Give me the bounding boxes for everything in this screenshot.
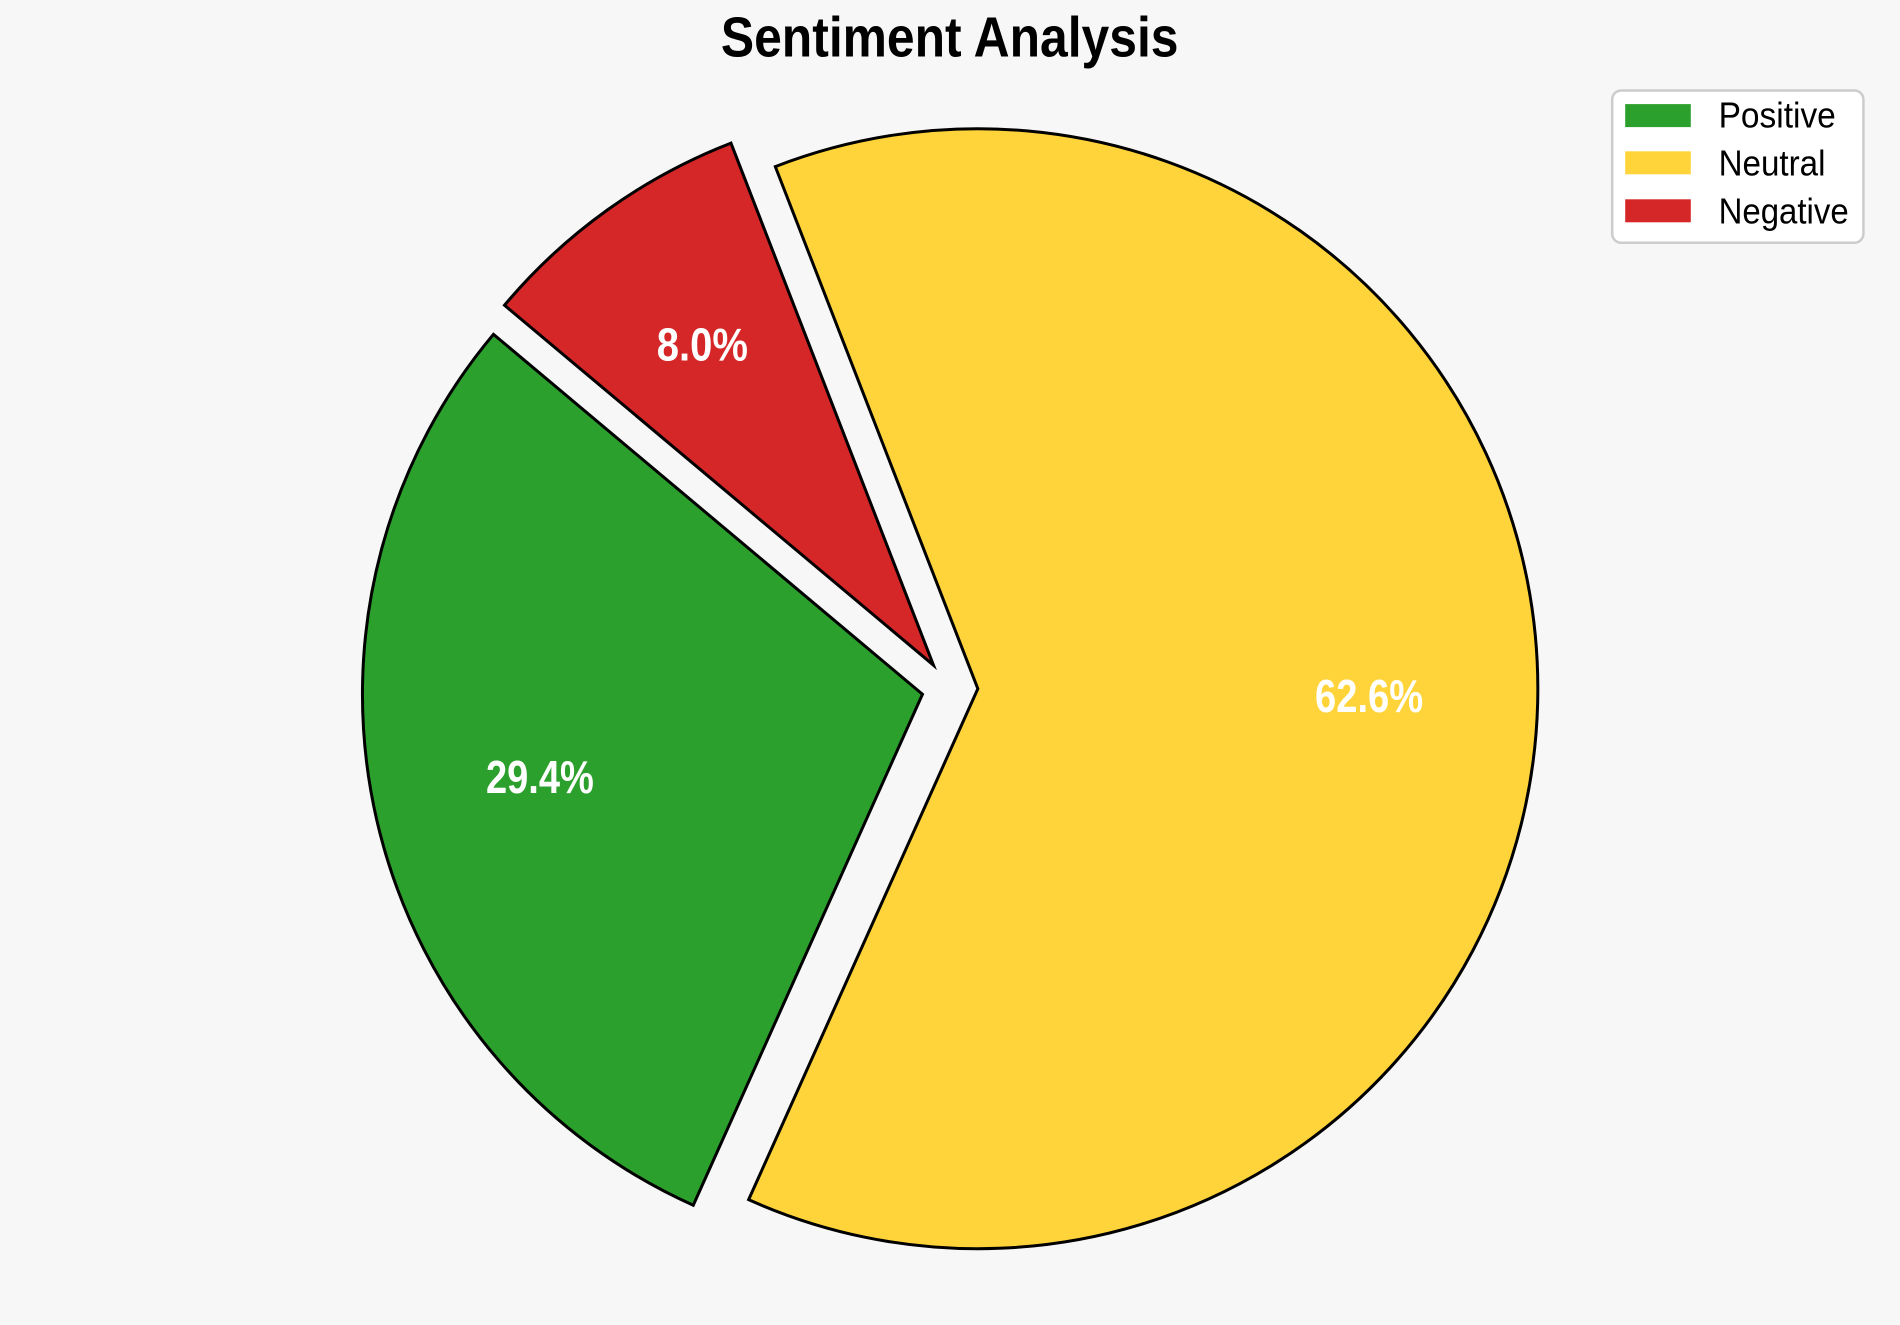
svg-text:Positive: Positive [1719, 96, 1836, 136]
svg-text:8.0%: 8.0% [657, 319, 748, 371]
svg-text:62.6%: 62.6% [1315, 670, 1423, 722]
svg-text:Negative: Negative [1719, 192, 1849, 232]
svg-text:29.4%: 29.4% [486, 751, 594, 803]
svg-text:Neutral: Neutral [1719, 144, 1826, 184]
svg-text:Sentiment Analysis: Sentiment Analysis [721, 6, 1179, 69]
